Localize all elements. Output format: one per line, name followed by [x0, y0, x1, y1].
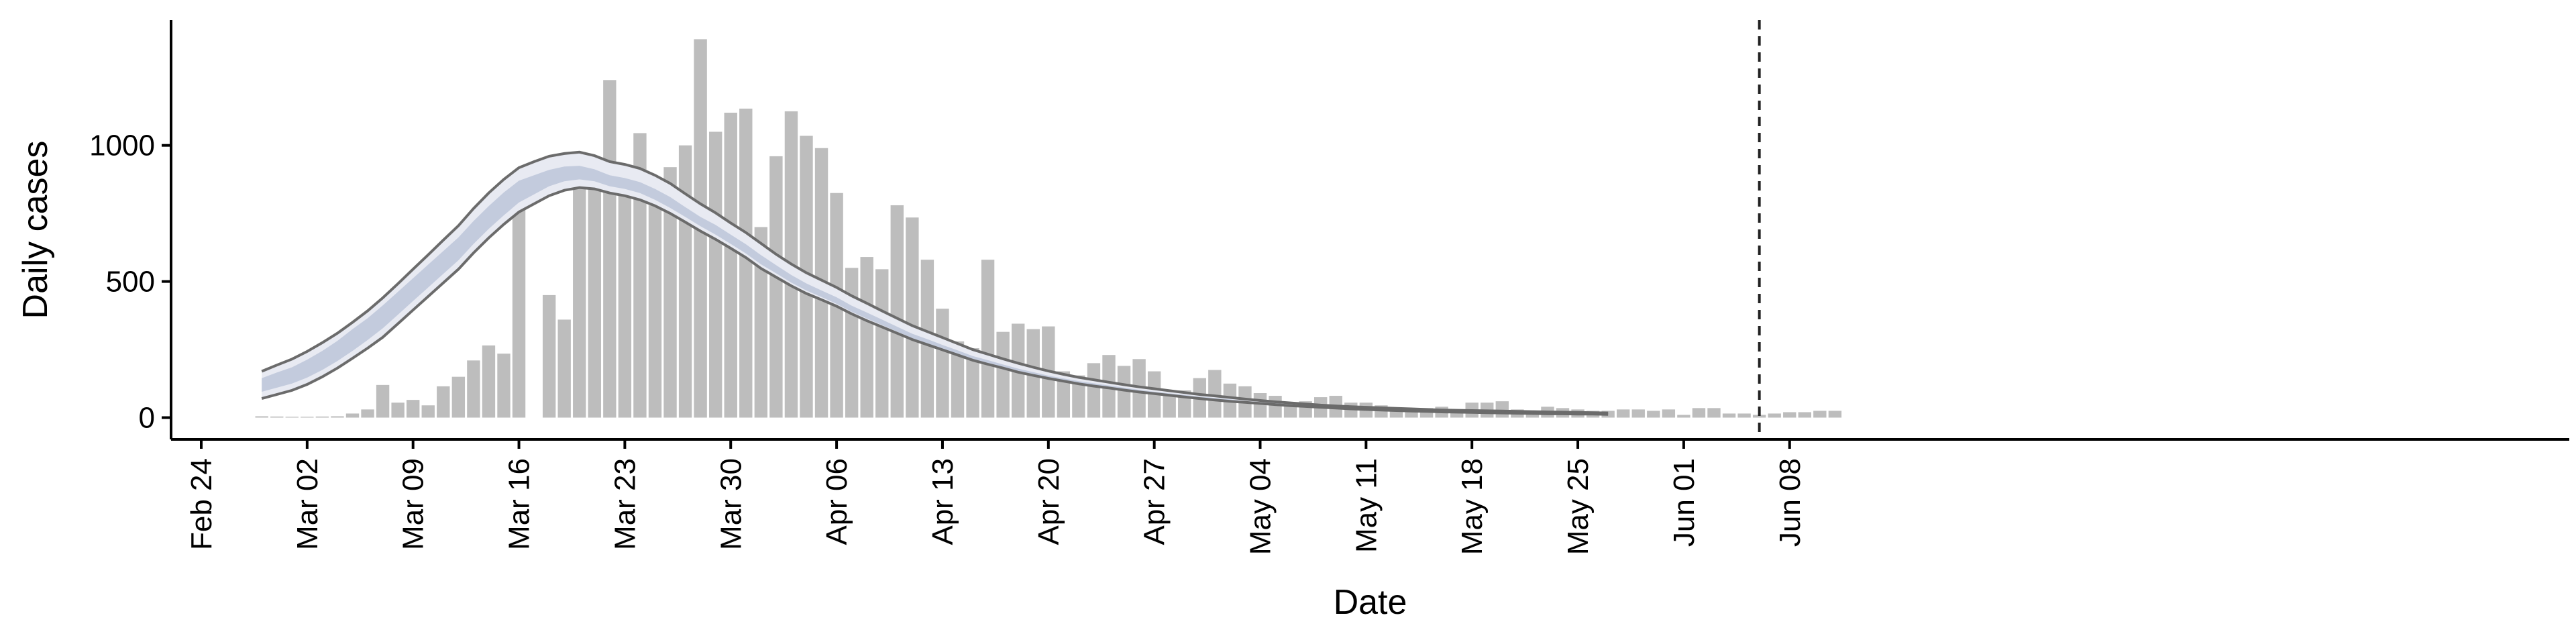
bar — [845, 268, 859, 418]
bar — [618, 175, 632, 418]
bar — [936, 309, 949, 418]
bar — [1072, 375, 1085, 418]
bar — [315, 416, 329, 418]
bar — [331, 416, 344, 418]
bar — [1677, 415, 1690, 418]
bar — [996, 331, 1010, 418]
outer-band-upper-line — [261, 150, 1609, 415]
bar — [709, 131, 722, 418]
x-tick-label: Mar 16 — [503, 458, 536, 550]
x-tick-label: Apr 20 — [1032, 458, 1065, 545]
outer-band — [262, 152, 1609, 415]
bar — [739, 108, 753, 418]
bar — [966, 348, 979, 418]
bar — [255, 416, 268, 418]
bar — [1163, 391, 1176, 418]
bar — [1783, 412, 1796, 418]
bar — [421, 405, 435, 418]
x-axis-title: Date — [1334, 583, 1407, 622]
outer-band-lower-line — [261, 186, 1609, 416]
x-tick-label: May 18 — [1456, 458, 1489, 555]
bar — [451, 376, 466, 418]
x-ticks: Feb 24 Mar 02 Mar 09 Mar 16 Mar 23 Mar 30 Apr … — [185, 439, 1807, 555]
x-tick-label: Feb 24 — [185, 458, 218, 550]
bar — [512, 189, 526, 418]
x-tick-label: May 25 — [1562, 458, 1595, 555]
bar — [1208, 370, 1222, 418]
bar — [1707, 408, 1721, 418]
y-tick-label: 1000 — [89, 129, 155, 162]
y-tick-label: 0 — [139, 402, 155, 435]
bar — [1752, 415, 1766, 418]
bar — [769, 156, 783, 418]
bar — [1617, 409, 1630, 418]
bars-layer — [255, 39, 1842, 418]
bar — [678, 145, 692, 418]
bar — [1117, 366, 1131, 418]
bar — [603, 80, 616, 418]
x-tick-label: May 04 — [1244, 458, 1277, 555]
x-tick-label: Jun 01 — [1668, 458, 1701, 547]
bar — [951, 341, 965, 418]
bar — [663, 167, 677, 418]
bar — [1722, 413, 1736, 418]
bar — [633, 133, 647, 418]
bar — [1768, 413, 1781, 418]
bar — [270, 416, 284, 418]
bar — [1087, 363, 1101, 418]
bar — [1662, 409, 1676, 418]
bar — [467, 360, 480, 418]
x-tick-label: Mar 30 — [714, 458, 747, 550]
bar — [361, 409, 374, 418]
x-tick-label: Apr 27 — [1138, 458, 1171, 545]
bar — [588, 162, 601, 418]
bar — [1813, 411, 1827, 418]
bar — [437, 386, 450, 418]
bar — [557, 319, 571, 418]
bar — [1495, 401, 1509, 418]
x-tick-label: Mar 09 — [397, 458, 430, 550]
estimate-band-layer — [261, 150, 1609, 416]
x-tick-label: Jun 08 — [1774, 458, 1807, 547]
bar — [497, 354, 511, 418]
bar — [875, 269, 889, 418]
bar — [648, 205, 662, 418]
bar — [860, 257, 873, 418]
bar — [1647, 411, 1660, 418]
bar — [906, 217, 919, 418]
bar — [482, 345, 496, 418]
bar — [542, 294, 556, 418]
x-tick-label: Apr 13 — [926, 458, 959, 545]
bar — [1253, 393, 1267, 418]
bar — [1798, 412, 1811, 418]
x-tick-label: Mar 23 — [608, 458, 641, 550]
bar — [376, 384, 390, 418]
y-axis-title: Daily cases — [16, 141, 55, 319]
bar — [754, 227, 768, 418]
bar — [724, 112, 737, 418]
x-tick-label: May 11 — [1350, 458, 1383, 553]
bar — [981, 260, 995, 418]
bar — [573, 162, 586, 418]
bar — [890, 205, 904, 418]
bar — [391, 402, 405, 418]
bar — [407, 400, 420, 418]
bar — [1631, 409, 1645, 418]
y-ticks: 0 500 1000 — [89, 129, 171, 435]
bar — [345, 413, 360, 418]
y-tick-label: 500 — [106, 266, 155, 299]
bar — [1737, 413, 1751, 418]
bar — [1269, 396, 1282, 418]
x-tick-label: Mar 02 — [291, 458, 324, 550]
bar — [1828, 411, 1842, 418]
bar — [1692, 408, 1706, 418]
x-tick-label: Apr 06 — [820, 458, 853, 545]
